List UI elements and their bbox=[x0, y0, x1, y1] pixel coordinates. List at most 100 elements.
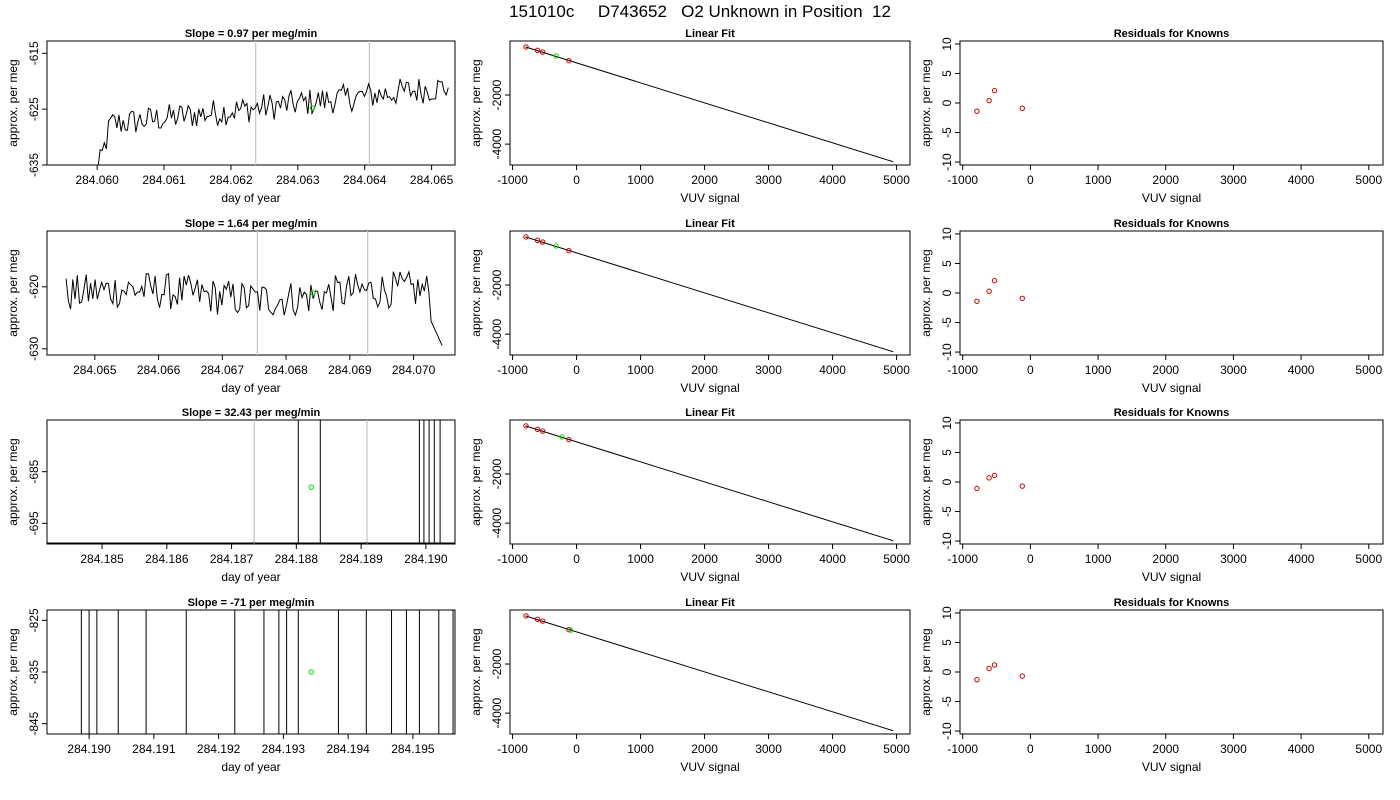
y-tick-label: -10 bbox=[940, 722, 954, 740]
x-tick-label: 3000 bbox=[1220, 363, 1247, 377]
panel-title: Residuals for Knowns bbox=[1114, 407, 1230, 419]
plot-frame bbox=[46, 419, 456, 545]
plot-frame bbox=[509, 419, 911, 545]
plot-area bbox=[974, 277, 1025, 304]
y-axis-label: approx. per meg bbox=[919, 628, 933, 715]
x-tick-label: 0 bbox=[573, 363, 580, 377]
fit-line bbox=[525, 615, 894, 732]
x-tick-label: 2000 bbox=[691, 363, 718, 377]
known-point bbox=[523, 44, 529, 50]
y-tick-label: -695 bbox=[27, 511, 41, 535]
y-tick-label: -635 bbox=[27, 153, 41, 177]
y-axis-label: approx. per meg bbox=[469, 59, 483, 146]
residual-point bbox=[991, 472, 998, 479]
y-tick-label: -4000 bbox=[490, 697, 504, 728]
plot-area bbox=[65, 231, 443, 355]
x-tick-label: 284.189 bbox=[339, 552, 383, 566]
x-tick-label: 284.065 bbox=[73, 363, 117, 377]
plot-area bbox=[523, 423, 894, 542]
y-tick-label: -845 bbox=[27, 711, 41, 735]
x-tick-label: 3000 bbox=[1220, 173, 1247, 187]
x-tick-label: 284.191 bbox=[132, 742, 176, 756]
y-tick-label: 5 bbox=[940, 260, 954, 267]
x-tick-label: 284.186 bbox=[145, 552, 189, 566]
plot-frame bbox=[46, 40, 456, 166]
plot-area bbox=[523, 44, 894, 163]
x-tick-label: 4000 bbox=[1288, 552, 1315, 566]
x-tick-label: -1000 bbox=[947, 742, 978, 756]
y-tick-label: 0 bbox=[940, 478, 954, 485]
panel-timeseries-3: Slope = -71 per meg/min 284.190 284.191 284… bbox=[6, 597, 456, 774]
unknown-point bbox=[559, 434, 565, 440]
x-tick-label: -1000 bbox=[497, 363, 528, 377]
plot-area bbox=[523, 234, 894, 353]
y-tick-label: -2000 bbox=[490, 458, 504, 489]
panel-residuals-1: Residuals for Knowns -1000 0 1000 2000 3000 40… bbox=[919, 218, 1384, 395]
x-tick-label: 2000 bbox=[1152, 552, 1179, 566]
x-tick-label: 0 bbox=[573, 742, 580, 756]
x-axis-label: day of year bbox=[221, 381, 280, 395]
y-tick-label: 10 bbox=[940, 227, 954, 241]
plot-frame bbox=[509, 230, 911, 356]
x-tick-label: 284.065 bbox=[410, 173, 454, 187]
x-axis-label: VUV signal bbox=[1142, 570, 1201, 584]
known-point bbox=[566, 247, 572, 254]
y-axis-label: approx. per meg bbox=[6, 249, 20, 336]
y-axis-label: approx. per meg bbox=[919, 249, 933, 336]
y-tick-label: -2000 bbox=[490, 79, 504, 110]
y-tick-label: -835 bbox=[27, 660, 41, 684]
x-tick-label: 284.190 bbox=[404, 552, 448, 566]
x-tick-label: -1000 bbox=[497, 173, 528, 187]
y-tick-label: 5 bbox=[940, 639, 954, 646]
panel-residuals-2: Residuals for Knowns -1000 0 1000 2000 3000 40… bbox=[919, 407, 1384, 584]
x-tick-label: -1000 bbox=[947, 552, 978, 566]
x-tick-label: 4000 bbox=[1288, 363, 1315, 377]
y-tick-label: 0 bbox=[940, 289, 954, 296]
x-tick-label: 3000 bbox=[755, 363, 782, 377]
plot-area bbox=[523, 613, 894, 732]
x-tick-label: 5000 bbox=[1355, 363, 1382, 377]
panel-title: Linear Fit bbox=[685, 597, 735, 609]
figure-title: 151010c D743652 O2 Unknown in Position 1… bbox=[509, 2, 891, 21]
x-tick-label: 4000 bbox=[819, 173, 846, 187]
x-tick-label: 2000 bbox=[691, 173, 718, 187]
y-axis-label: approx. per meg bbox=[469, 628, 483, 715]
x-tick-label: 284.062 bbox=[209, 173, 253, 187]
x-tick-label: 5000 bbox=[883, 552, 910, 566]
x-axis-label: VUV signal bbox=[1142, 760, 1201, 774]
x-tick-label: 5000 bbox=[883, 173, 910, 187]
y-axis-label: approx. per meg bbox=[6, 628, 20, 715]
y-tick-label: 0 bbox=[940, 99, 954, 106]
x-tick-label: 1000 bbox=[627, 173, 654, 187]
panel-timeseries-1: Slope = 1.64 per meg/min 284.065 284.066 28… bbox=[6, 218, 456, 395]
known-point bbox=[523, 234, 529, 240]
x-tick-label: 284.185 bbox=[80, 552, 124, 566]
y-tick-label: 10 bbox=[940, 606, 954, 620]
fit-line bbox=[525, 46, 894, 163]
y-tick-label: -5 bbox=[940, 506, 954, 517]
residual-point bbox=[974, 298, 980, 304]
x-tick-label: 0 bbox=[1027, 173, 1034, 187]
y-axis-label: approx. per meg bbox=[919, 59, 933, 146]
y-tick-label: 10 bbox=[940, 37, 954, 51]
unknown-point bbox=[553, 53, 559, 59]
y-tick-label: 0 bbox=[940, 668, 954, 675]
y-tick-label: -2000 bbox=[490, 648, 504, 679]
x-tick-label: 284.063 bbox=[276, 173, 320, 187]
unknown-marker bbox=[308, 484, 314, 490]
residual-point bbox=[986, 665, 992, 672]
x-axis-label: VUV signal bbox=[680, 570, 739, 584]
x-tick-label: 5000 bbox=[883, 742, 910, 756]
known-point bbox=[539, 49, 546, 55]
x-axis-label: VUV signal bbox=[1142, 191, 1201, 205]
panel-title: Slope = 32.43 per meg/min bbox=[182, 407, 321, 419]
panel-title: Linear Fit bbox=[685, 28, 735, 40]
plot-area bbox=[97, 41, 449, 165]
y-tick-label: -825 bbox=[27, 608, 41, 632]
x-tick-label: 3000 bbox=[1220, 742, 1247, 756]
residual-point bbox=[974, 108, 980, 114]
x-tick-label: 0 bbox=[1027, 742, 1034, 756]
residual-point bbox=[1019, 295, 1025, 302]
residual-point bbox=[986, 97, 992, 104]
